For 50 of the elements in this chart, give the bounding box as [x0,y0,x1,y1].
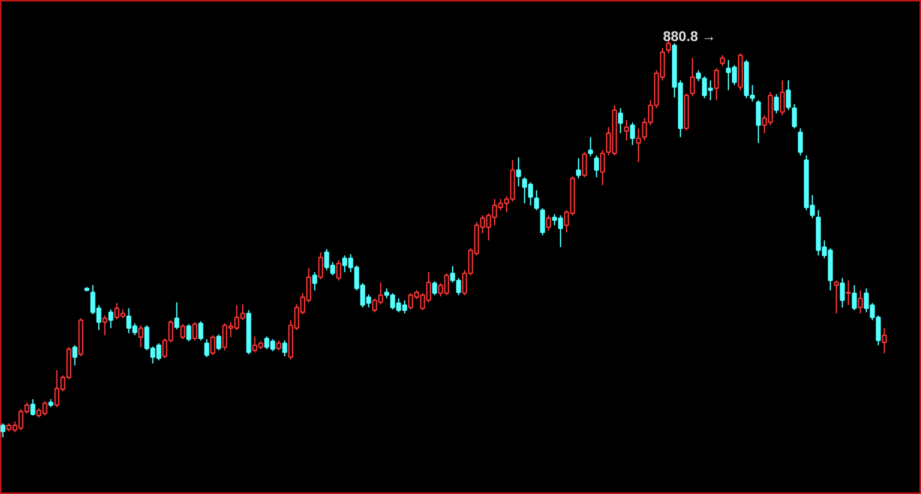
candlestick [72,344,78,366]
candlestick [336,260,342,282]
candlestick [690,57,695,97]
candlestick [786,80,791,111]
candlestick [618,108,623,134]
candlestick [798,128,803,156]
candlestick [774,94,779,114]
candlestick [102,314,108,336]
candlestick [432,280,438,296]
candlestick [318,252,324,280]
candlestick [882,328,887,354]
candlestick [666,40,671,54]
candlestick [714,68,719,101]
candlestick [546,214,551,232]
candlestick [630,122,635,146]
candlestick [576,158,581,180]
candlestick [210,334,216,356]
candlestick [534,190,540,211]
candlestick [516,156,522,187]
candlestick [180,324,186,340]
candlestick [312,272,318,291]
candlestick [204,338,210,358]
candlestick [216,334,222,351]
candlestick [600,150,605,186]
candlestick [756,100,761,144]
candlestick [540,208,546,236]
candlestick [30,398,36,416]
candlestick [108,308,114,329]
candlestick [198,320,204,342]
candlestick [624,119,629,141]
candlestick [138,324,144,348]
candlestick [186,324,192,342]
candlestick [276,340,282,351]
candlestick [0,422,6,438]
candlestick [192,322,198,342]
candlestick [792,104,797,129]
candlestick [858,290,863,314]
candlestick [588,136,593,157]
candlestick [282,340,288,357]
candlestick [846,280,851,306]
candlestick [174,302,180,330]
candlestick [852,284,857,311]
candlestick [834,280,839,314]
annotation: 880.8 → [662,28,716,44]
candlestick [636,128,641,163]
candlestick [720,54,725,67]
candlestick [780,80,785,116]
candlestick [582,152,587,178]
candlestick [840,277,845,308]
candlestick [594,154,599,178]
